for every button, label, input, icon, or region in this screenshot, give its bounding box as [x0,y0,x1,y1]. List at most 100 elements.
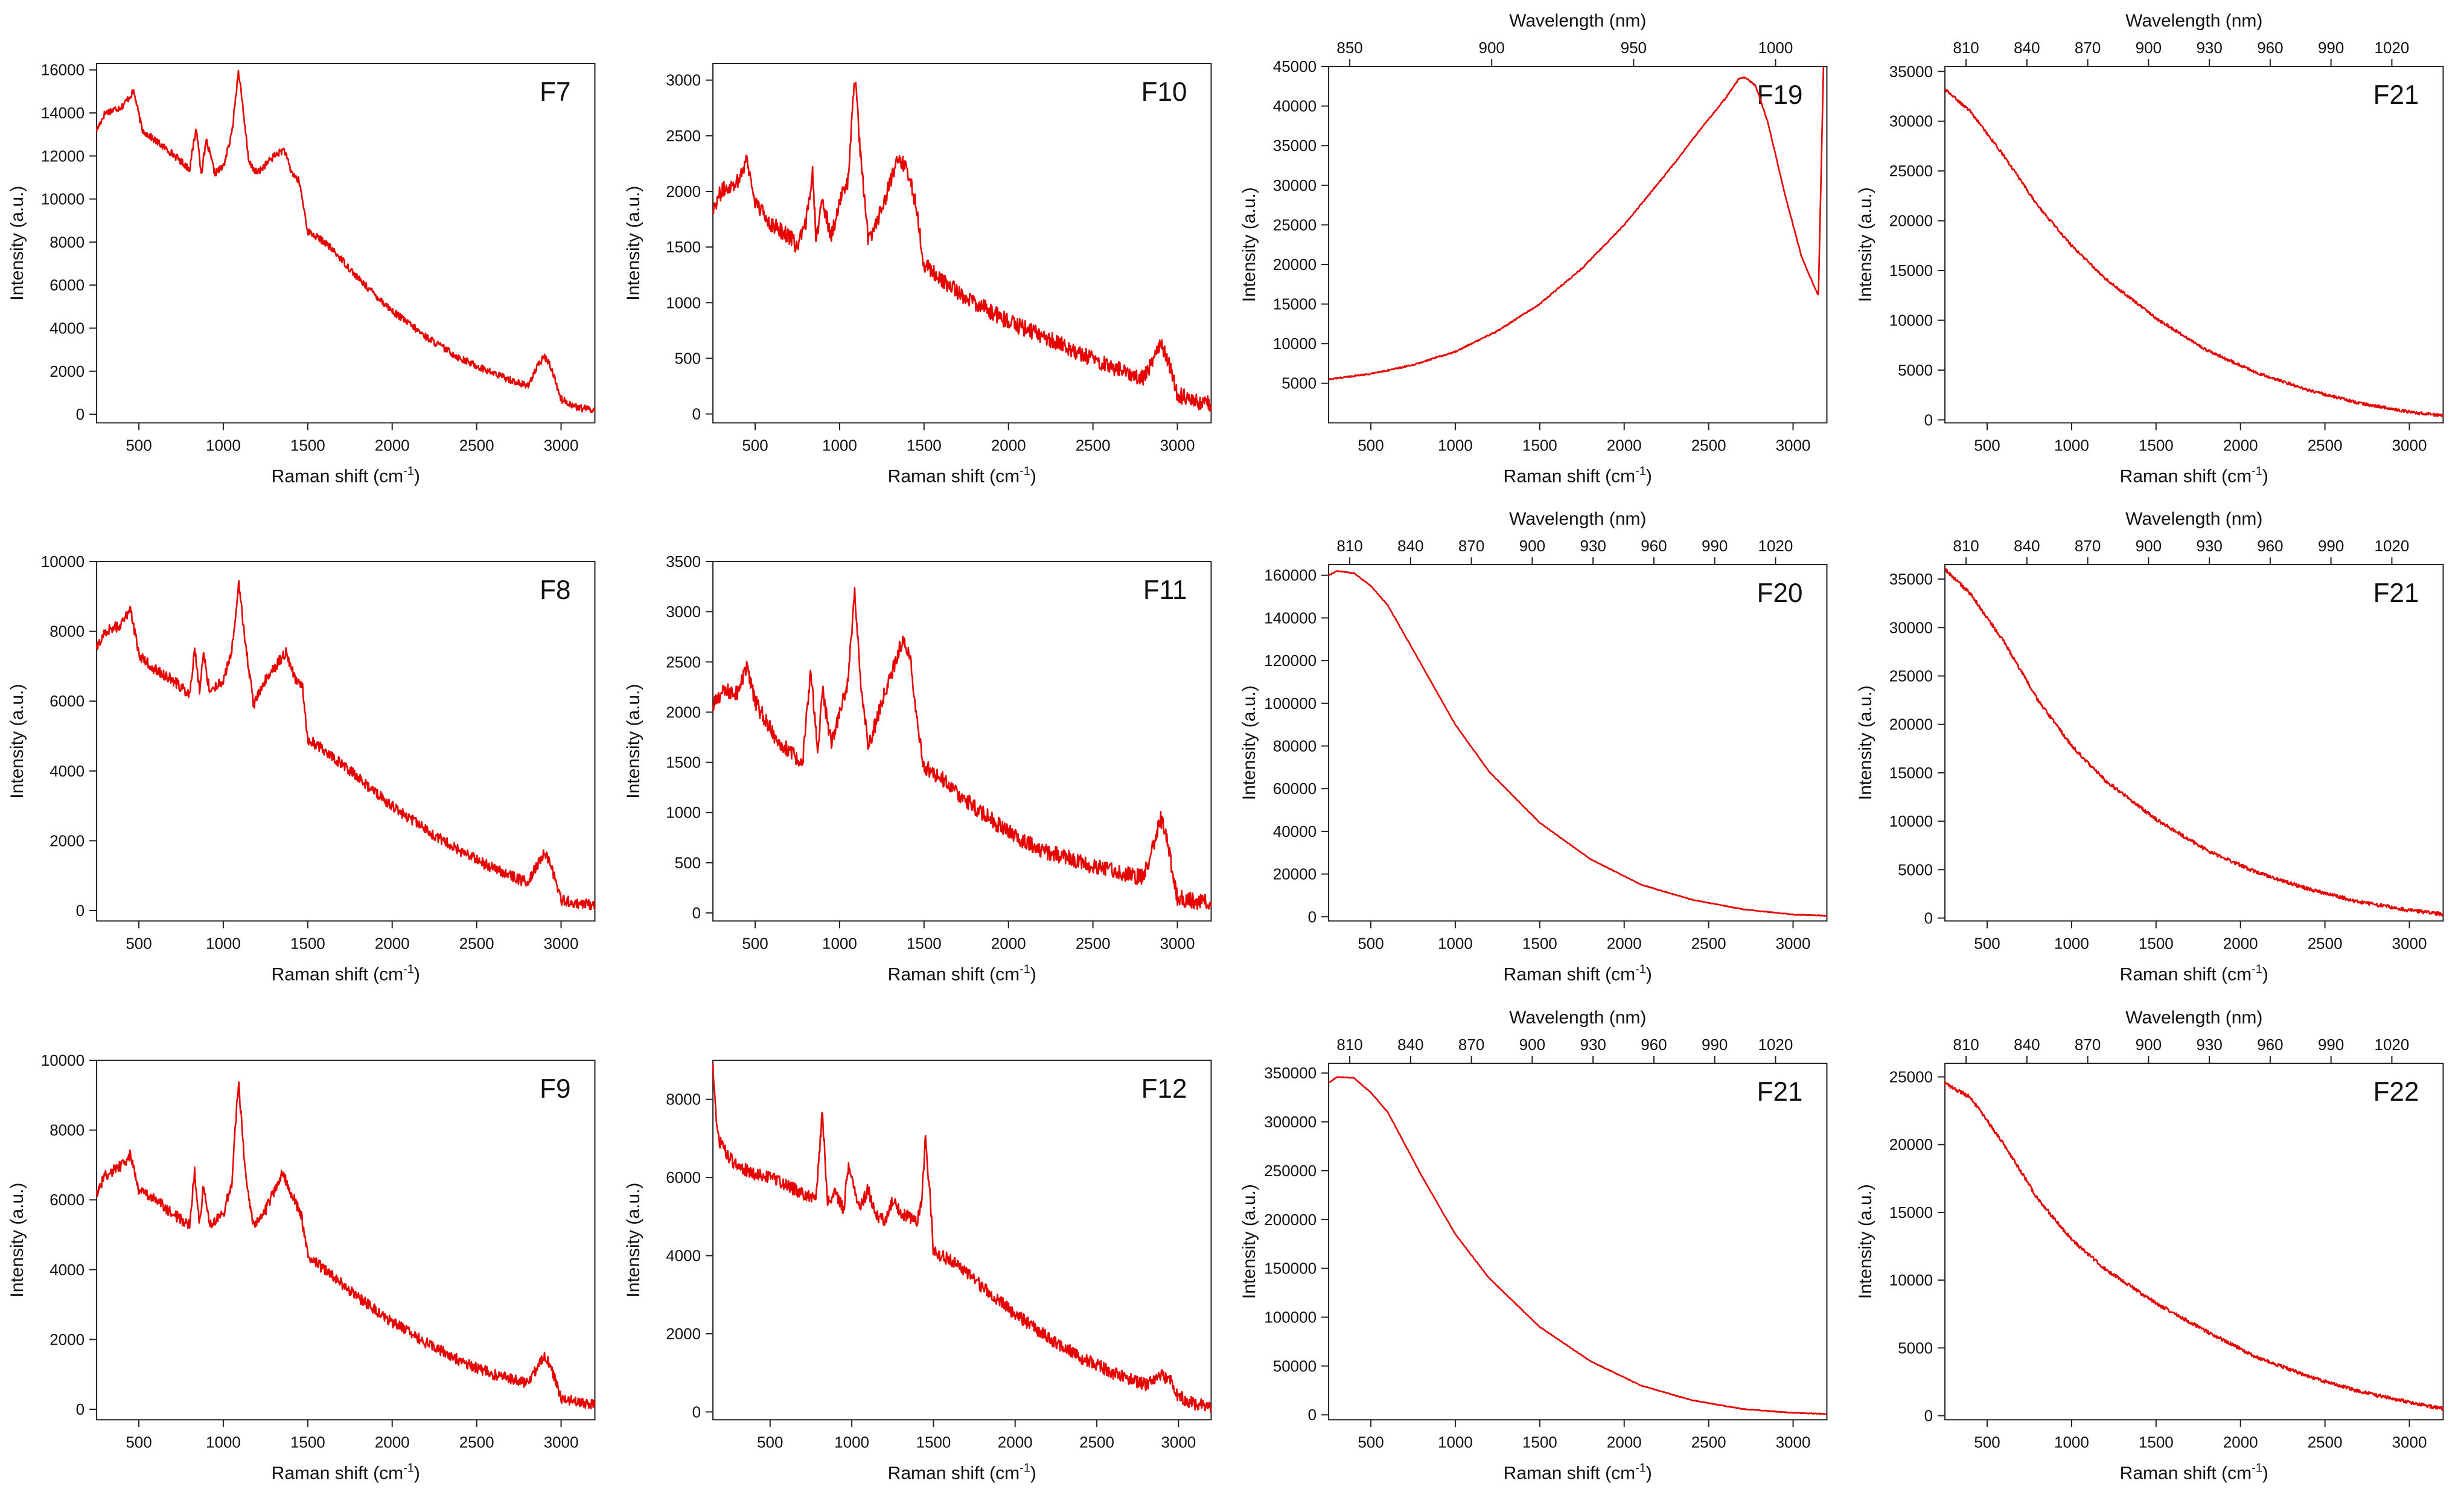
y-tick-label: 40000 [1273,97,1317,115]
chart-panel-f21a: 500 1000 1500 2000 2500 3000 0 5000 10000 15000 20… [1848,0,2464,498]
x-tick-label: 500 [757,1433,783,1451]
top-tick-label: 900 [2135,537,2161,555]
x-tick-label: 1500 [2138,436,2173,454]
y-tick-label: 2000 [666,703,701,722]
x-tick-label: 1000 [2054,1433,2089,1451]
x-tick-label: 2000 [991,436,1026,454]
top-tick-label: 810 [1953,39,1979,57]
spectrum-line [712,587,1212,911]
y-tick-label: 25000 [1889,667,1932,685]
chart-panel-f11: 500 1000 1500 2000 2500 3000 0 500 1000 1500 2000 2… [616,498,1233,996]
top-tick-label: 810 [1953,1036,1979,1054]
top-tick-label: 930 [1580,1036,1606,1054]
plot-frame [1944,1062,2443,1421]
x-tick-label: 2500 [1079,1433,1114,1451]
spectrum-line [1328,570,1828,917]
x-tick-label: 500 [742,935,768,953]
y-tick-label: 80000 [1273,737,1317,755]
top-tick-label: 990 [2317,537,2343,555]
y-tick-label: 25000 [1273,216,1317,234]
y-tick-label: 6000 [49,276,85,294]
top-tick-label: 850 [1336,39,1362,57]
y-tick-label: 100000 [1264,694,1317,712]
chart-panel-f21c: 500 1000 1500 2000 2500 3000 0 50000 100000 15000… [1232,997,1848,1495]
top-axis-title: Wavelength (nm) [1509,509,1646,529]
top-tick-label: 960 [2257,39,2283,57]
panel-label: F11 [1143,575,1187,605]
y-tick-label: 2000 [49,832,85,850]
top-axis-title: Wavelength (nm) [1509,1008,1646,1028]
x-axis-title: Raman shift (cm-1) [272,1461,420,1483]
panel-label: F22 [2373,1077,2419,1107]
top-tick-label: 870 [1458,1036,1484,1054]
x-tick-label: 1500 [1522,436,1557,454]
x-tick-label: 3000 [544,935,579,953]
spectrum-line [95,580,596,911]
spectrum-line [95,69,596,414]
y-tick-label: 25000 [1889,162,1932,180]
y-tick-label: 15000 [1889,764,1932,782]
chart-panel-f20: 500 1000 1500 2000 2500 3000 0 20000 40000 60000 8… [1232,498,1848,996]
chart-svg: 500 1000 1500 2000 2500 300005000100001500020… [1856,11,2444,486]
x-tick-label: 1500 [916,1433,951,1451]
x-tick-label: 1500 [2138,935,2173,953]
x-tick-label: 2000 [375,1433,410,1451]
x-axis-title: Raman shift (cm-1) [887,1461,1036,1483]
y-tick-label: 15000 [1889,261,1932,280]
y-tick-label: 35000 [1889,571,1932,589]
x-tick-label: 1000 [206,436,241,454]
y-tick-label: 25000 [1889,1068,1932,1086]
spectrum-line [1944,568,2443,917]
panel-label: F12 [1141,1074,1187,1104]
chart-panel-f19: 500 1000 1500 2000 2500 3000 5000 10000 15000 200… [1232,0,1848,498]
top-tick-label: 1020 [2374,1036,2409,1054]
y-tick-label: 15000 [1273,295,1317,313]
y-tick-label: 4000 [49,1261,85,1279]
x-tick-label: 2500 [2307,1433,2342,1451]
chart-panel-f12: 500 1000 1500 2000 2500 3000 0 2000 4000 6000 8000… [616,997,1233,1495]
y-tick-label: 15000 [1889,1203,1932,1221]
panel-label: F7 [540,77,570,107]
chart-panel-f21b: 500 1000 1500 2000 2500 3000 0 5000 10000 15000 20… [1848,498,2464,996]
y-tick-label: 0 [1924,909,1932,927]
top-tick-label: 930 [1580,537,1606,555]
y-tick-label: 30000 [1889,619,1932,637]
x-tick-label: 1500 [906,436,941,454]
top-tick-label: 990 [1702,537,1728,555]
chart-svg: 500 1000 1500 2000 2500 3000 0 500 1000 1500 2000 2… [624,552,1212,985]
y-axis-title: Intensity (a.u.) [624,1182,643,1297]
plot-frame [712,63,1211,424]
y-tick-label: 10000 [41,190,85,208]
top-tick-label: 960 [1641,537,1667,555]
x-tick-label: 3000 [1161,1433,1196,1451]
chart-panel-f10: 500 1000 1500 2000 2500 3000 0 500 1000 1500 2000 2… [616,0,1233,498]
chart-panel-f7: 500 1000 1500 2000 2500 3000 0 2000 4000 6000 8000… [0,0,616,498]
y-tick-label: 2500 [666,127,701,145]
x-tick-label: 3000 [544,1433,579,1451]
x-tick-label: 500 [1358,436,1384,454]
y-tick-label: 3000 [666,71,701,89]
panel-label: F21 [1757,1077,1803,1107]
top-tick-label: 1020 [2374,39,2409,57]
x-tick-label: 2000 [2223,935,2258,953]
y-tick-label: 1000 [666,804,701,822]
y-tick-label: 1500 [666,238,701,256]
top-tick-label: 930 [2196,1036,2222,1054]
plot-frame [1328,564,1828,922]
x-tick-label: 2500 [1075,935,1110,953]
spectrum-line [712,1063,1212,1413]
x-tick-label: 3000 [1776,436,1811,454]
y-axis-title: Intensity (a.u.) [1856,686,1875,801]
y-tick-label: 2500 [666,653,701,671]
chart-panel-f8: 500 1000 1500 2000 2500 3000 0 2000 4000 6000 8000… [0,498,616,996]
y-tick-label: 60000 [1273,780,1317,798]
x-tick-label: 1000 [2054,436,2089,454]
y-axis-title: Intensity (a.u.) [624,684,643,799]
x-axis-title: Raman shift (cm-1) [887,963,1036,985]
top-axis-title: Wavelength (nm) [2125,1008,2262,1028]
top-tick-label: 900 [1519,1036,1545,1054]
y-tick-label: 50000 [1273,1357,1317,1375]
top-axis-title: Wavelength (nm) [2125,11,2262,31]
x-tick-label: 1000 [206,1433,241,1451]
y-tick-label: 45000 [1273,57,1317,75]
